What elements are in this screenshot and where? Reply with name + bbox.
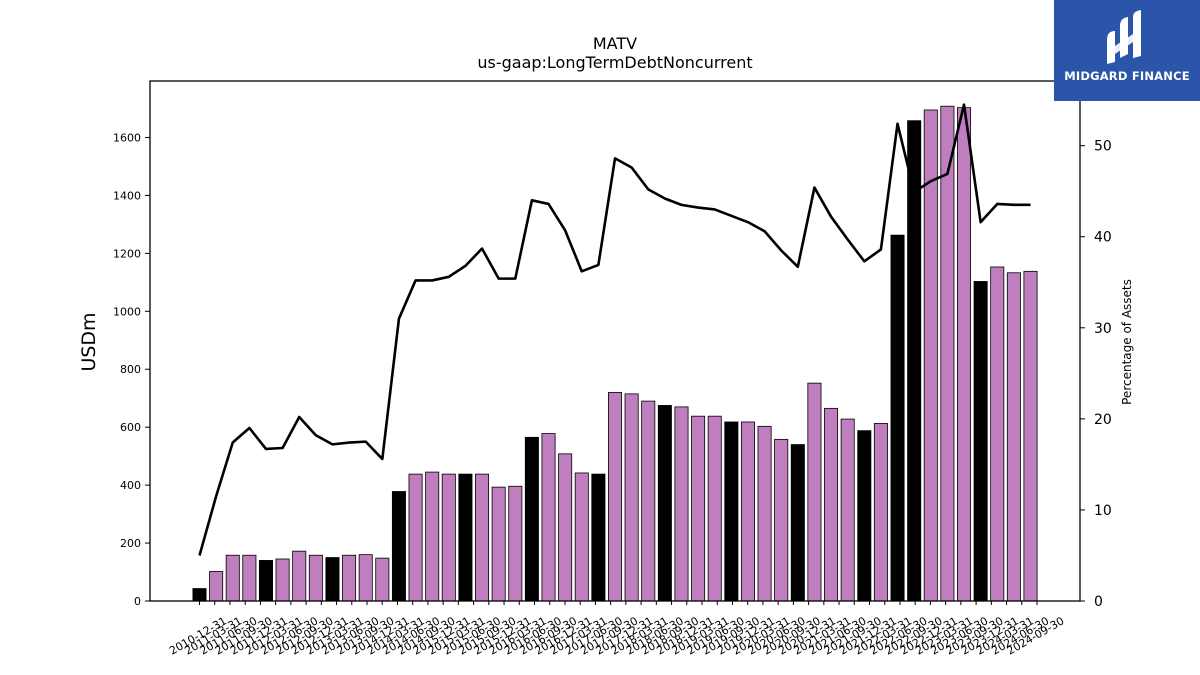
y2-tick-label: 50	[1094, 139, 1112, 155]
bar	[524, 436, 539, 602]
percentage-line	[198, 103, 1031, 556]
bar	[757, 425, 772, 602]
y-tick-labels: 0 200 400 600 800 1000 1200 1400 1600	[113, 131, 150, 608]
bar	[275, 558, 290, 602]
bar	[973, 281, 988, 602]
bar	[508, 485, 523, 602]
bar	[707, 415, 722, 602]
bar	[873, 423, 888, 602]
bar	[940, 105, 955, 602]
y2-tick-labels: 0 10 20 30 40 50	[1080, 139, 1112, 610]
bar	[242, 554, 257, 602]
bar	[458, 473, 473, 602]
brand-logo: MIDGARD FINANCE	[1054, 0, 1200, 101]
x-tick-labels: 2010-12-312011-03-312011-06-302011-09-30…	[167, 601, 1067, 658]
bar	[990, 266, 1005, 602]
y-tick-label: 400	[120, 479, 141, 492]
bar	[475, 473, 490, 602]
y-tick-label: 600	[120, 421, 141, 434]
y-tick-label: 1600	[113, 131, 141, 144]
bar	[574, 472, 589, 602]
bar	[308, 554, 323, 602]
bar	[790, 444, 805, 602]
y2-tick-label: 40	[1094, 230, 1112, 246]
bar	[657, 405, 672, 602]
y-tick-label: 0	[134, 595, 141, 608]
bar	[425, 471, 440, 602]
bar	[342, 554, 357, 602]
y2-axis-label: Percentage of Assets	[1120, 279, 1134, 405]
bar	[890, 234, 905, 602]
bar	[375, 557, 390, 602]
bar	[774, 438, 789, 602]
y-tick-label: 200	[120, 537, 141, 550]
bar	[358, 554, 373, 602]
brand-name: MIDGARD FINANCE	[1064, 69, 1190, 83]
bar	[1006, 272, 1021, 602]
bar	[857, 430, 872, 602]
bar	[724, 421, 739, 602]
bar	[807, 382, 822, 602]
bar	[641, 400, 656, 602]
bar	[824, 407, 839, 602]
bar	[608, 392, 623, 602]
chart-subtitle: us-gaap:LongTermDebtNoncurrent	[477, 53, 752, 72]
y2-tick-label: 0	[1094, 594, 1103, 610]
y-tick-label: 800	[120, 363, 141, 376]
y2-tick-label: 20	[1094, 412, 1112, 428]
bar	[209, 571, 224, 602]
line-group	[198, 103, 1031, 556]
bar	[225, 554, 240, 602]
y-tick-label: 1400	[113, 189, 141, 202]
y-tick-label: 1000	[113, 305, 141, 318]
bar	[674, 406, 689, 602]
bar	[624, 393, 639, 602]
bar	[192, 588, 207, 602]
y-axis-label: USDm	[78, 312, 100, 371]
bar	[325, 557, 340, 602]
bar	[408, 473, 423, 602]
bar	[591, 473, 606, 602]
y2-tick-label: 10	[1094, 503, 1112, 519]
bar	[391, 491, 406, 602]
bar	[957, 107, 972, 602]
chart-title: MATV	[593, 34, 637, 53]
axes	[149, 80, 1081, 602]
bar	[840, 418, 855, 602]
bar	[441, 473, 456, 602]
bar	[258, 560, 273, 602]
bar	[740, 421, 755, 602]
bar	[292, 550, 307, 602]
logo-mark-icon	[1107, 10, 1141, 64]
bar	[541, 433, 556, 602]
y-tick-label: 1200	[113, 247, 141, 260]
plot-frame	[149, 80, 1081, 602]
bar	[558, 453, 573, 602]
bar	[691, 415, 706, 602]
bar	[491, 486, 506, 602]
bar	[1023, 270, 1038, 602]
y2-tick-label: 30	[1094, 321, 1112, 337]
